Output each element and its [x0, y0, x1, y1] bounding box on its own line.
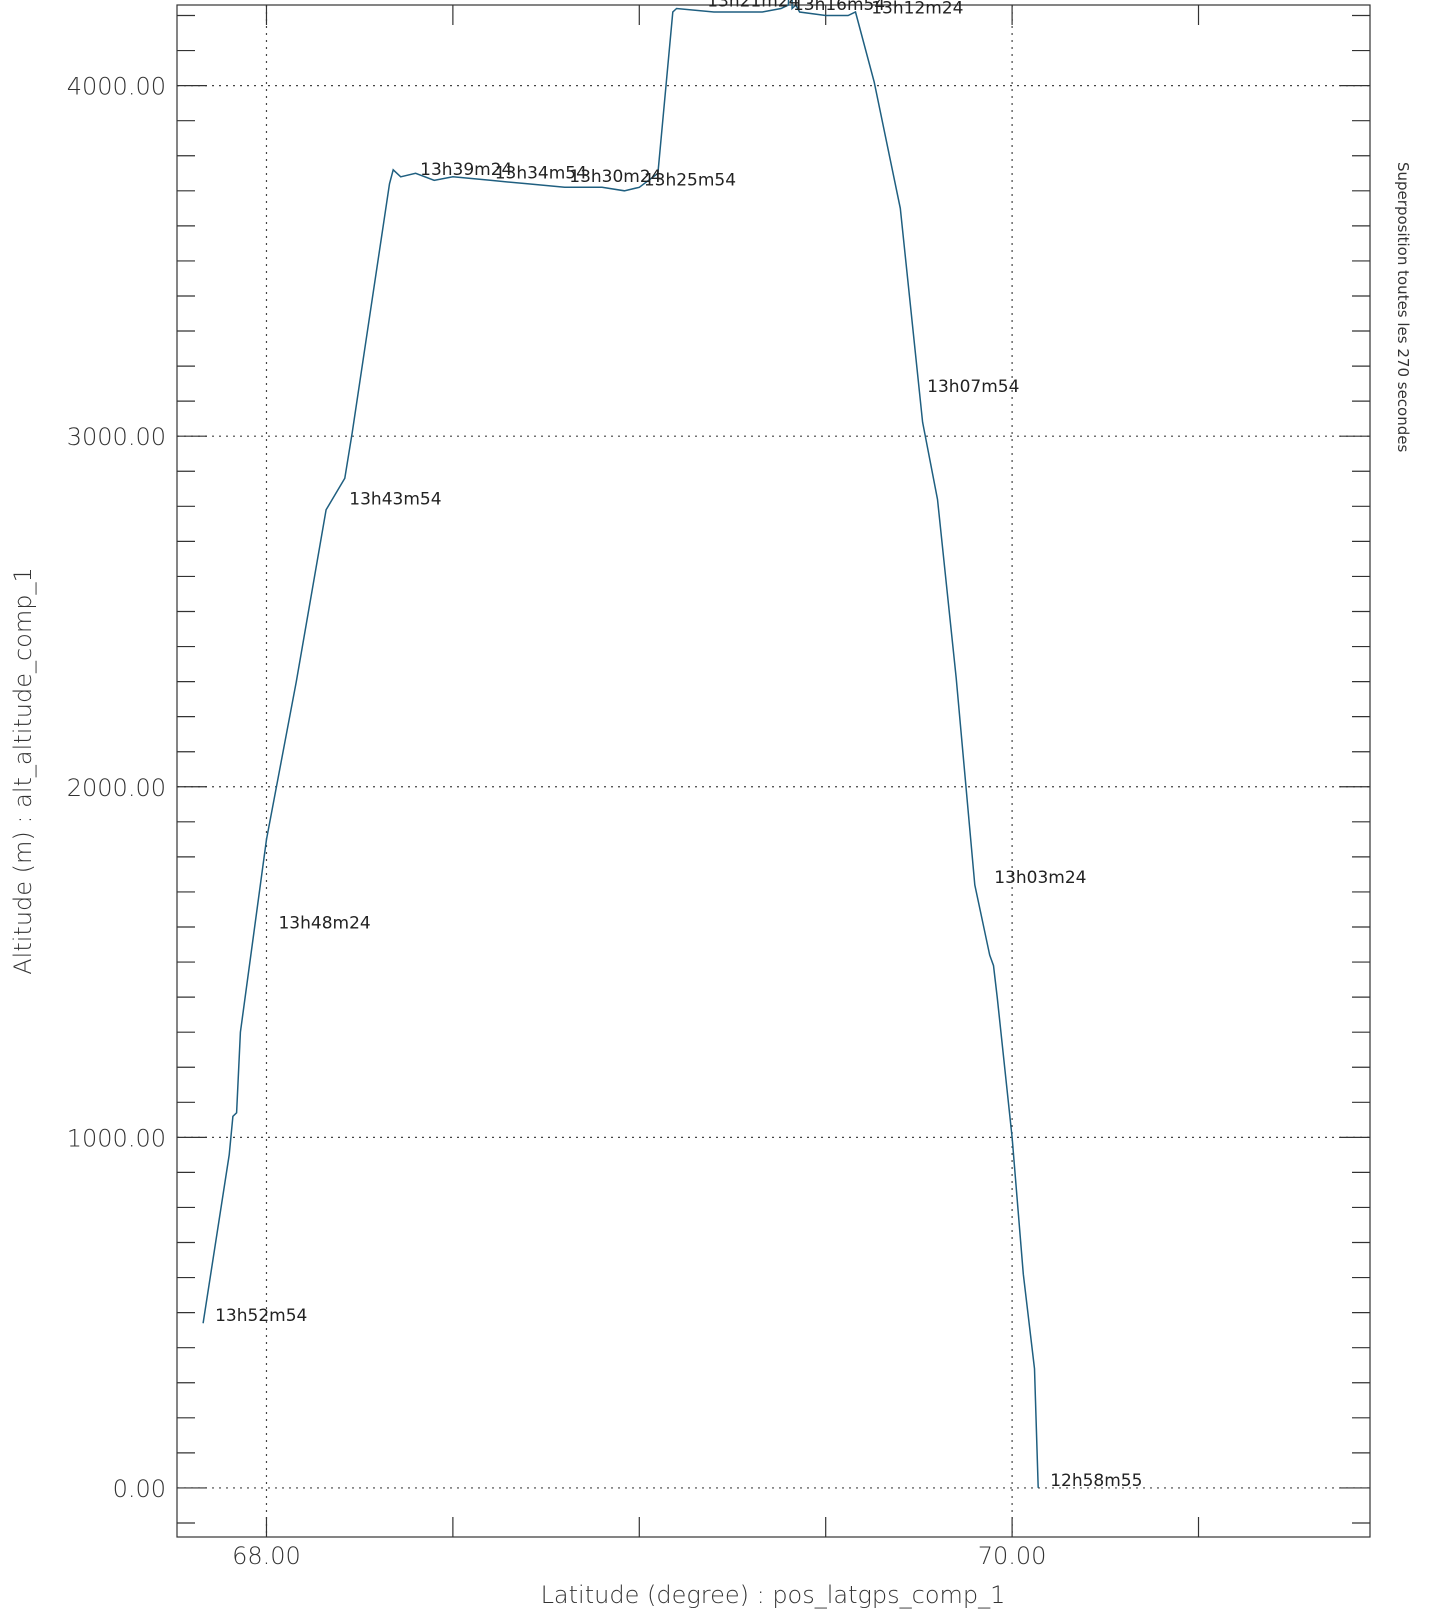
time-annotation: 13h30m24	[569, 167, 661, 187]
time-annotation: 13h25m54	[644, 170, 736, 190]
x-axis-title: Latitude (degree) : pos_latgps_comp_1	[541, 1581, 1006, 1609]
time-annotation: 12h58m55	[1050, 1471, 1142, 1491]
y-tick-label: 4000.00	[67, 73, 166, 101]
time-annotation: 13h43m54	[349, 489, 441, 509]
y-tick-label: 1000.00	[67, 1124, 166, 1152]
y-tick-label: 3000.00	[67, 423, 166, 451]
time-annotation: 13h52m54	[215, 1306, 307, 1326]
altitude-series-line	[202, 0, 1039, 1488]
y-axis-title: Altitude (m) : alt_altitude_comp_1	[9, 567, 37, 974]
time-annotation: 13h16m54	[793, 0, 885, 15]
plot-frame	[176, 4, 1371, 1538]
y-tick-label: 2000.00	[67, 774, 166, 802]
x-tick-label: 70.00	[978, 1542, 1047, 1570]
tick-labels: 0.00 1000.00 2000.00 3000.00 4000.00 68.00 70.…	[67, 73, 1047, 1570]
side-note: Superposition toutes les 270 secondes	[1394, 162, 1412, 452]
time-annotation: 13h48m24	[278, 914, 370, 934]
time-annotation: 13h03m24	[994, 868, 1086, 888]
time-annotation: 13h07m54	[927, 377, 1019, 397]
time-annotations: 13h52m54 13h48m24 13h43m54 13h39m2413h34m54…	[215, 0, 1142, 1491]
time-annotation: 13h21m24	[707, 0, 799, 12]
y-tick-label: 0.00	[113, 1475, 166, 1503]
x-tick-label: 68.00	[232, 1542, 301, 1570]
axis-ticks	[177, 5, 1370, 1537]
time-annotation: 13h34m54	[495, 163, 587, 183]
time-annotation: 13h39m24	[420, 160, 512, 180]
time-annotation: 13h12m24	[871, 0, 963, 19]
grid	[177, 5, 1370, 1537]
